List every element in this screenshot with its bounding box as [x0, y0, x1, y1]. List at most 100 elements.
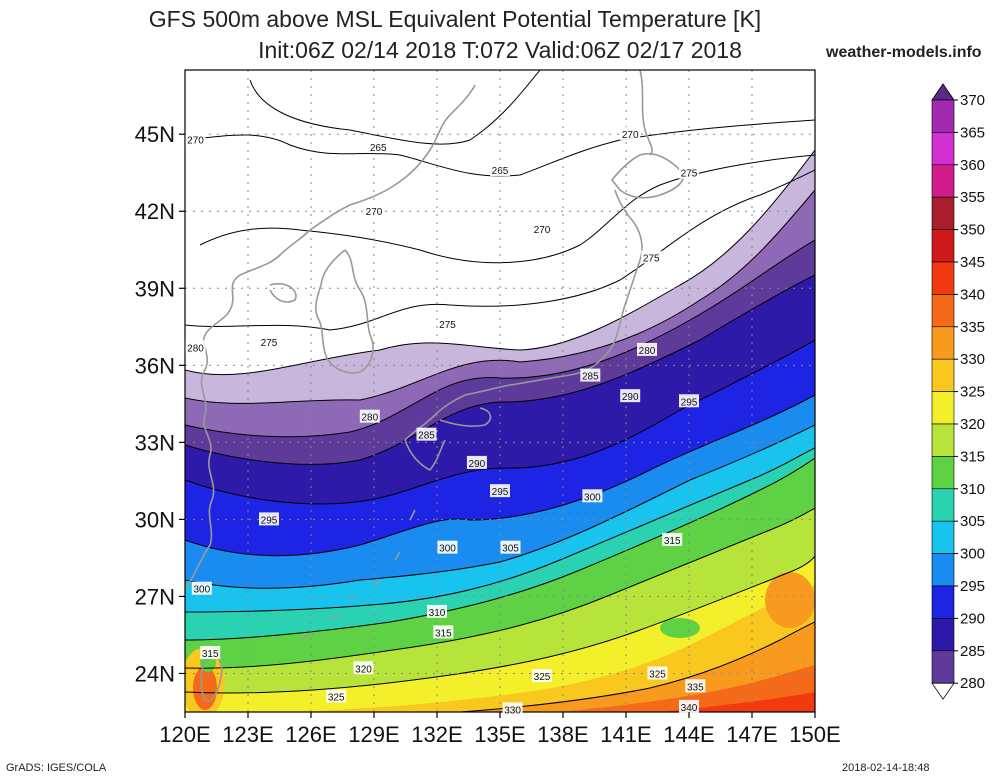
- lat-tick-label: 45N: [135, 122, 175, 147]
- colorbar-label: 335: [960, 319, 985, 336]
- lon-tick-label: 129E: [348, 722, 399, 747]
- contour-label: 295: [490, 484, 510, 498]
- contour-label: 335: [685, 679, 706, 693]
- lat-tick-label: 42N: [135, 199, 175, 224]
- contour-label-text: 265: [492, 166, 509, 177]
- contour-label-text: 280: [187, 343, 204, 354]
- contour-label-box: [679, 394, 699, 408]
- theta-e-field: [185, 70, 815, 712]
- contour-label-text: 270: [187, 135, 204, 146]
- colorbar-box: [931, 456, 955, 490]
- contour-label-text: 295: [261, 515, 278, 526]
- colorbar-box: [931, 196, 955, 230]
- contour-label-text: 280: [361, 413, 378, 424]
- contour-label-text: 290: [469, 459, 486, 470]
- colorbar-label: 345: [960, 254, 985, 271]
- contour-label: 275: [437, 317, 458, 331]
- contour-label-text: 310: [429, 608, 446, 619]
- contour-label-text: 295: [492, 487, 509, 498]
- lon-tick-label: 141E: [600, 722, 651, 747]
- colorbar-label: 340: [960, 286, 985, 303]
- colorbar-box: [931, 423, 955, 457]
- contour-label-box: [490, 163, 510, 177]
- contour-label-box: [353, 661, 374, 675]
- contour-label: 320: [353, 661, 374, 675]
- contour-label-box: [620, 127, 641, 141]
- contour-label-text: 340: [681, 703, 698, 714]
- contour-label: 325: [326, 689, 347, 704]
- contour-label-text: 300: [193, 585, 210, 596]
- colorbar-box: [931, 391, 955, 425]
- colorbar-label: 360: [960, 157, 985, 174]
- contour-label-text: 275: [643, 253, 660, 264]
- contour-label-text: 330: [504, 705, 521, 716]
- footer-timestamp: 2018-02-14-18:48: [842, 762, 930, 774]
- contour-label-box: [502, 702, 523, 716]
- colorbar-box: [931, 520, 955, 554]
- contour-label: 295: [679, 394, 699, 408]
- contour-label: 270: [620, 127, 641, 141]
- contour-label: 325: [532, 669, 552, 683]
- lon-tick-label: 147E: [726, 722, 777, 747]
- contour-label-box: [359, 409, 380, 423]
- contour-label: 285: [580, 368, 601, 383]
- lon-tick-label: 120E: [159, 722, 210, 747]
- contour-label-text: 285: [418, 431, 435, 442]
- colorbar-label: 280: [960, 675, 985, 692]
- contour-label: 295: [259, 512, 279, 526]
- contour-label-text: 270: [366, 207, 383, 218]
- contour-label-box: [427, 604, 447, 618]
- contour-label: 325: [647, 666, 668, 680]
- contour-label-box: [500, 540, 521, 554]
- map-subtitle: Init:06Z 02/14 2018 T:072 Valid:06Z 02/1…: [258, 37, 742, 63]
- contour-label-text: 325: [649, 669, 666, 680]
- contour-label: 270: [532, 222, 552, 236]
- contour-label-text: 315: [202, 649, 219, 660]
- contour-label-box: [259, 512, 279, 526]
- contour-label-box: [437, 317, 458, 331]
- contour-label-box: [662, 532, 683, 546]
- contour-label-box: [368, 140, 389, 154]
- contour-label-box: [620, 389, 641, 403]
- colorbar-label: 315: [960, 448, 985, 465]
- lon-tick-label: 135E: [474, 722, 525, 747]
- contour-label-text: 335: [687, 682, 704, 693]
- colorbar-label: 295: [960, 578, 985, 595]
- colorbar-label: 325: [960, 384, 985, 401]
- contour-label: 330: [502, 702, 523, 716]
- colorbar-label: 300: [960, 546, 985, 563]
- contour-label-box: [185, 132, 206, 146]
- contour-label: 275: [641, 250, 662, 264]
- colorbar-label: 370: [960, 92, 985, 109]
- contour-label-box: [433, 625, 454, 639]
- colorbar-box: [931, 650, 955, 684]
- contour-label-text: 325: [534, 672, 551, 683]
- contour-label-text: 270: [534, 225, 551, 236]
- lat-tick-label: 27N: [135, 584, 175, 609]
- contour-label: 270: [364, 204, 384, 218]
- watermark: weather-models.info: [826, 44, 982, 61]
- contour-labels: 270 265 265 270 275 270 270 275 275 275 280 280 285 2…: [185, 127, 706, 716]
- contour-label-text: 270: [622, 130, 639, 141]
- contour-label: 280: [637, 342, 657, 357]
- contour-label-text: 320: [355, 664, 372, 675]
- contour-label-box: [647, 666, 668, 680]
- contour-label-box: [437, 540, 458, 554]
- lat-tick-label: 39N: [135, 276, 175, 301]
- colorbar-top-arrow: [931, 83, 955, 101]
- contour-label: 275: [679, 165, 699, 180]
- contour-label-box: [532, 669, 552, 683]
- contour-label: 300: [191, 581, 212, 596]
- contour-label-text: 290: [622, 392, 639, 403]
- map-title: GFS 500m above MSL Equivalent Potential …: [148, 6, 762, 32]
- band-345: [560, 665, 815, 712]
- contour-label-text: 275: [681, 169, 698, 180]
- contour-label: 310: [427, 604, 447, 619]
- lon-tick-label: 132E: [411, 722, 462, 747]
- lon-tick-label: 126E: [285, 722, 336, 747]
- contour-label: 285: [416, 427, 437, 442]
- contour-label-box: [185, 340, 206, 354]
- colorbar-box: [931, 488, 955, 522]
- colorbar-box: [931, 261, 955, 295]
- contour-label-box: [259, 335, 279, 349]
